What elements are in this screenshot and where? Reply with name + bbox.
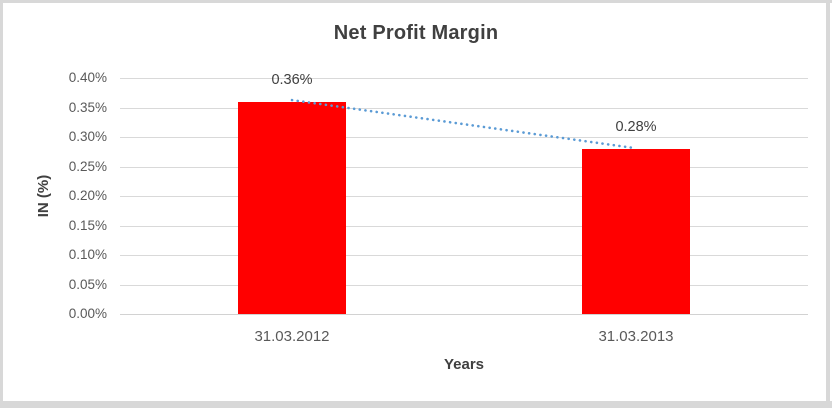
gridline: [120, 314, 808, 315]
gridline: [120, 166, 808, 168]
y-tick-label: 0.00%: [68, 306, 107, 321]
bar-31.03.2012: [238, 101, 346, 314]
gridline: [120, 107, 808, 109]
chart-title: Net Profit Margin: [333, 22, 499, 44]
bar-data-label: 0.28%: [615, 118, 657, 135]
y-tick-label: 0.30%: [68, 129, 107, 144]
y-tick-label: 0.25%: [68, 158, 107, 174]
chart-border-right: [826, 0, 830, 408]
y-tick-label: 0.20%: [68, 188, 107, 203]
y-tick-label: 0.10%: [68, 247, 107, 262]
x-category-label: 31.03.2013: [598, 328, 674, 345]
chart-border-bottom: [0, 401, 832, 408]
gridline: [120, 196, 808, 197]
gridline: [120, 255, 808, 256]
gridline: [120, 225, 808, 227]
gridline: [120, 137, 808, 138]
y-tick-label: 0.05%: [68, 276, 107, 292]
y-tick-label: 0.15%: [68, 217, 107, 233]
chart-border-top: [0, 0, 832, 3]
chart-border-left: [0, 0, 3, 408]
bar-31.03.2013: [582, 148, 690, 314]
gridline: [120, 284, 808, 286]
plot-area: [120, 78, 808, 315]
gridline: [120, 78, 808, 79]
x-category-label: 31.03.2012: [254, 328, 330, 345]
y-tick-label: 0.35%: [68, 99, 107, 115]
bar-data-label: 0.36%: [271, 71, 313, 88]
y-tick-label: 0.40%: [68, 70, 107, 85]
x-axis-title: Years: [443, 356, 485, 373]
